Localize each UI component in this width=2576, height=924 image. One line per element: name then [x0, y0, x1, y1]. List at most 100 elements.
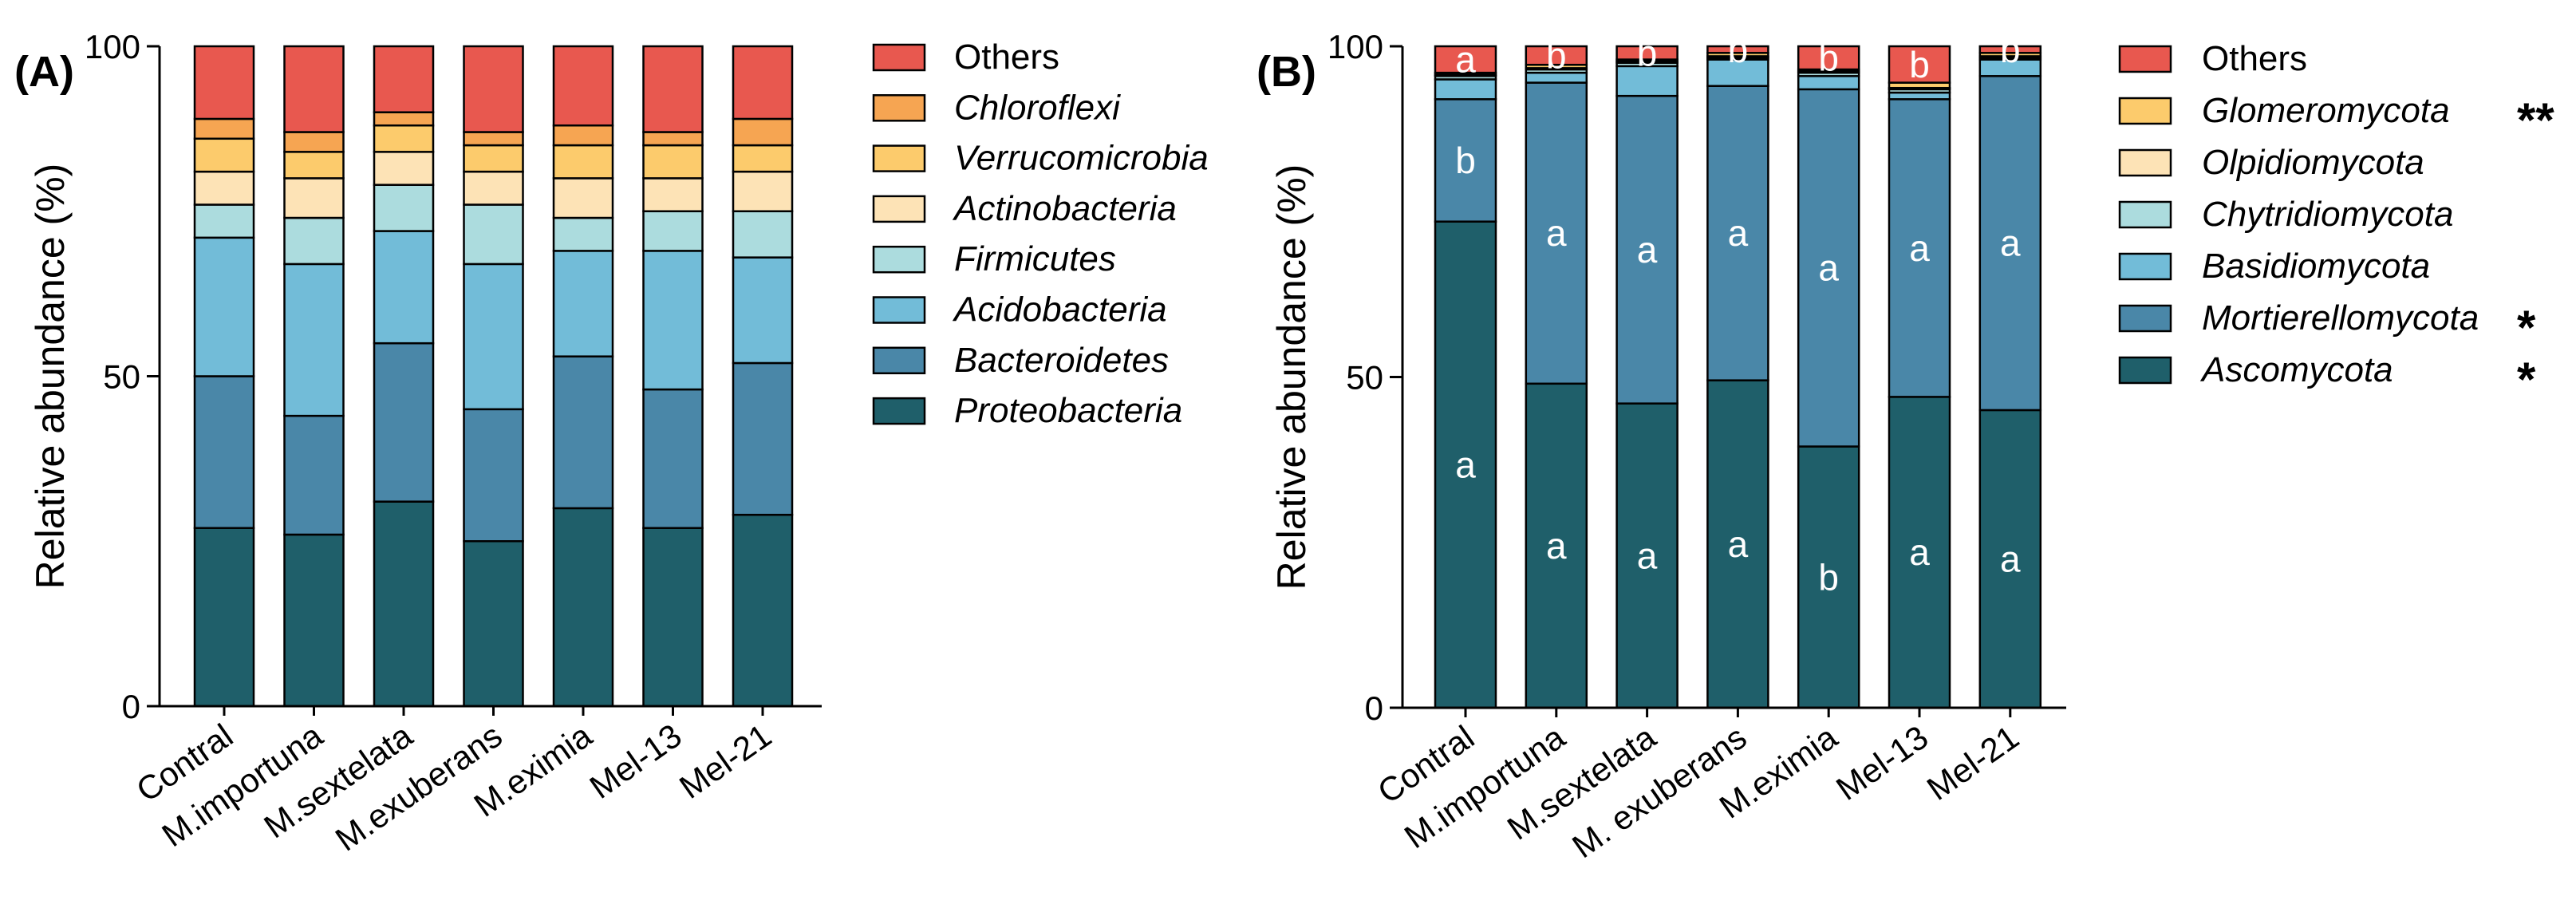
- legend-swatch-b-olpidiomycota: [2118, 148, 2172, 177]
- legend-label-a-others: Others: [954, 38, 1059, 77]
- y-tick-label-a-100: 100: [85, 28, 140, 65]
- legend-label-b-glomeromycota: Glomeromycota: [2202, 91, 2450, 130]
- bar-a-m-eximia-verrucomicrobia: [552, 144, 614, 180]
- sig-letter-b-m-eximia-ascomycota: b: [1818, 556, 1839, 598]
- bar-a-mel-21-chloroflexi: [732, 117, 794, 147]
- bar-a-m-eximia-proteobacteria: [552, 507, 614, 708]
- bar-b-contral-ascomycota: [1434, 220, 1497, 709]
- sig-letter-b-contral-others: a: [1455, 39, 1476, 81]
- bar-a-mel-13-verrucomicrobia: [642, 144, 704, 180]
- bar-a-m-exuberans-verrucomicrobia: [463, 144, 524, 173]
- legend-swatch-a-firmicutes: [872, 245, 926, 274]
- sig-letter-b-m-eximia-others: b: [1818, 38, 1839, 79]
- legend-label-b-ascomycota: Ascomycota: [2199, 350, 2393, 389]
- bar-b-mel-21-others: [1978, 45, 2042, 54]
- legend-swatch-b-basidiomycota: [2118, 252, 2172, 281]
- bar-b-contral-basidiomycota: [1434, 78, 1497, 101]
- panel-label-b: (B): [1256, 48, 1316, 96]
- bar-a-m-sextelata-firmicutes: [373, 184, 435, 232]
- legend-label-b-others: Others: [2202, 39, 2307, 78]
- bar-b-m-sextelata-mortierellomycota: [1615, 94, 1679, 405]
- bar-a-m-eximia-chloroflexi: [552, 124, 614, 147]
- legend-swatch-a-others: [872, 43, 926, 72]
- bar-b-m-exuberans-mortierellomycota: [1706, 85, 1769, 381]
- bar-a-m-exuberans-acidobacteria: [463, 263, 524, 411]
- sig-letter-b-m-sextelata-mortierellomycota: a: [1637, 229, 1658, 270]
- bar-a-mel-13-acidobacteria: [642, 250, 704, 391]
- bar-a-m-exuberans-actinobacteria: [463, 170, 524, 206]
- legend-swatch-b-others: [2118, 45, 2172, 73]
- bar-a-m-importuna-proteobacteria: [283, 533, 345, 708]
- bar-b-m-importuna-ascomycota: [1525, 382, 1588, 709]
- legend-swatch-a-actinobacteria: [872, 195, 926, 223]
- sig-letter-b-m-sextelata-ascomycota: a: [1637, 535, 1658, 576]
- sig-letter-b-m-sextelata-others: b: [1637, 32, 1658, 73]
- y-tick-label-b-50: 50: [1346, 359, 1383, 397]
- bar-a-mel-21-others: [732, 45, 794, 120]
- sig-letter-b-m-importuna-others: b: [1546, 35, 1567, 77]
- bar-a-m-importuna-firmicutes: [283, 216, 345, 266]
- sig-letter-b-mel-21-others: b: [2000, 29, 2021, 70]
- bar-a-m-sextelata-chloroflexi: [373, 111, 435, 127]
- bar-b-mel-13-others: [1888, 45, 1951, 84]
- y-tick-label-b-100: 100: [1327, 28, 1383, 65]
- bar-a-mel-13-others: [642, 45, 704, 133]
- bar-a-m-exuberans-others: [463, 45, 524, 133]
- bar-b-contral-mortierellomycota: [1434, 98, 1497, 223]
- bar-a-m-exuberans-bacteroidetes: [463, 408, 524, 543]
- bar-a-mel-13-firmicutes: [642, 210, 704, 252]
- sig-letter-b-mel-13-ascomycota: a: [1909, 531, 1930, 573]
- bar-a-mel-21-actinobacteria: [732, 170, 794, 213]
- panel-b: (B) Relative abundance (%) a b a a a b a a b a a b b a b…: [1256, 28, 2554, 865]
- bar-a-contral-actinobacteria: [193, 170, 255, 206]
- bar-a-contral-verrucomicrobia: [193, 137, 255, 173]
- y-axis-label-b: Relative abundance (%): [1269, 164, 1314, 590]
- sig-letter-b-mel-21-mortierellomycota: a: [2000, 223, 2021, 264]
- legend-swatch-b-chytridiomycota: [2118, 200, 2172, 229]
- sig-letter-b-mel-21-ascomycota: a: [2000, 538, 2021, 579]
- bar-a-mel-13-proteobacteria: [642, 527, 704, 708]
- sig-letter-b-m-exuberans-ascomycota: a: [1728, 523, 1749, 565]
- legend-label-a-verrucomicrobia: Verrucomicrobia: [954, 139, 1209, 178]
- bar-a-m-sextelata-bacteroidetes: [373, 342, 435, 503]
- bar-a-mel-21-proteobacteria: [732, 513, 794, 708]
- legend-label-a-bacteroidetes: Bacteroidetes: [954, 341, 1169, 380]
- bar-b-mel-21-ascomycota: [1978, 409, 2042, 709]
- legend-label-b-mortierellomycota: Mortierellomycota: [2202, 298, 2479, 338]
- bar-a-m-importuna-chloroflexi: [283, 131, 345, 153]
- legend-label-b-chytridiomycota: Chytridiomycota: [2202, 195, 2453, 234]
- bar-a-mel-21-bacteroidetes: [732, 361, 794, 516]
- bar-a-contral-acidobacteria: [193, 236, 255, 377]
- sig-letter-b-m-importuna-ascomycota: a: [1546, 525, 1567, 567]
- sig-letter-b-m-exuberans-mortierellomycota: a: [1728, 212, 1749, 254]
- bar-a-m-exuberans-proteobacteria: [463, 540, 524, 708]
- sig-letter-b-m-eximia-mortierellomycota: a: [1818, 247, 1839, 289]
- y-axis-label-a: Relative abundance (%): [28, 164, 73, 590]
- legend-swatch-b-mortierellomycota: [2118, 304, 2172, 333]
- legend-label-b-basidiomycota: Basidiomycota: [2202, 247, 2430, 286]
- sig-letter-b-contral-mortierellomycota: b: [1455, 140, 1476, 181]
- legend-swatch-a-acidobacteria: [872, 296, 926, 324]
- bar-a-m-importuna-acidobacteria: [283, 263, 345, 417]
- bar-a-m-sextelata-proteobacteria: [373, 500, 435, 708]
- bar-b-m-importuna-others: [1525, 45, 1588, 66]
- legend-label-a-actinobacteria: Actinobacteria: [952, 189, 1177, 228]
- bar-a-mel-13-chloroflexi: [642, 131, 704, 147]
- bar-a-contral-bacteroidetes: [193, 375, 255, 529]
- bar-a-mel-21-firmicutes: [732, 210, 794, 259]
- bar-a-contral-others: [193, 45, 255, 120]
- bar-a-m-sextelata-actinobacteria: [373, 151, 435, 186]
- bar-a-contral-chloroflexi: [193, 117, 255, 140]
- bar-a-m-exuberans-chloroflexi: [463, 131, 524, 147]
- legend-swatch-a-proteobacteria: [872, 397, 926, 425]
- legend-star-b-mortierellomycota: *: [2517, 301, 2536, 354]
- bar-a-m-importuna-others: [283, 45, 345, 133]
- bar-a-m-sextelata-verrucomicrobia: [373, 124, 435, 153]
- x-tick-label-b-mel-21: Mel-21: [1920, 718, 2026, 808]
- bar-b-m-importuna-mortierellomycota: [1525, 81, 1588, 385]
- y-tick-label-b-0: 0: [1365, 689, 1383, 727]
- legend-label-a-proteobacteria: Proteobacteria: [954, 391, 1182, 430]
- bar-b-mel-13-mortierellomycota: [1888, 98, 1951, 398]
- bar-a-m-importuna-actinobacteria: [283, 177, 345, 219]
- bar-a-mel-21-verrucomicrobia: [732, 144, 794, 173]
